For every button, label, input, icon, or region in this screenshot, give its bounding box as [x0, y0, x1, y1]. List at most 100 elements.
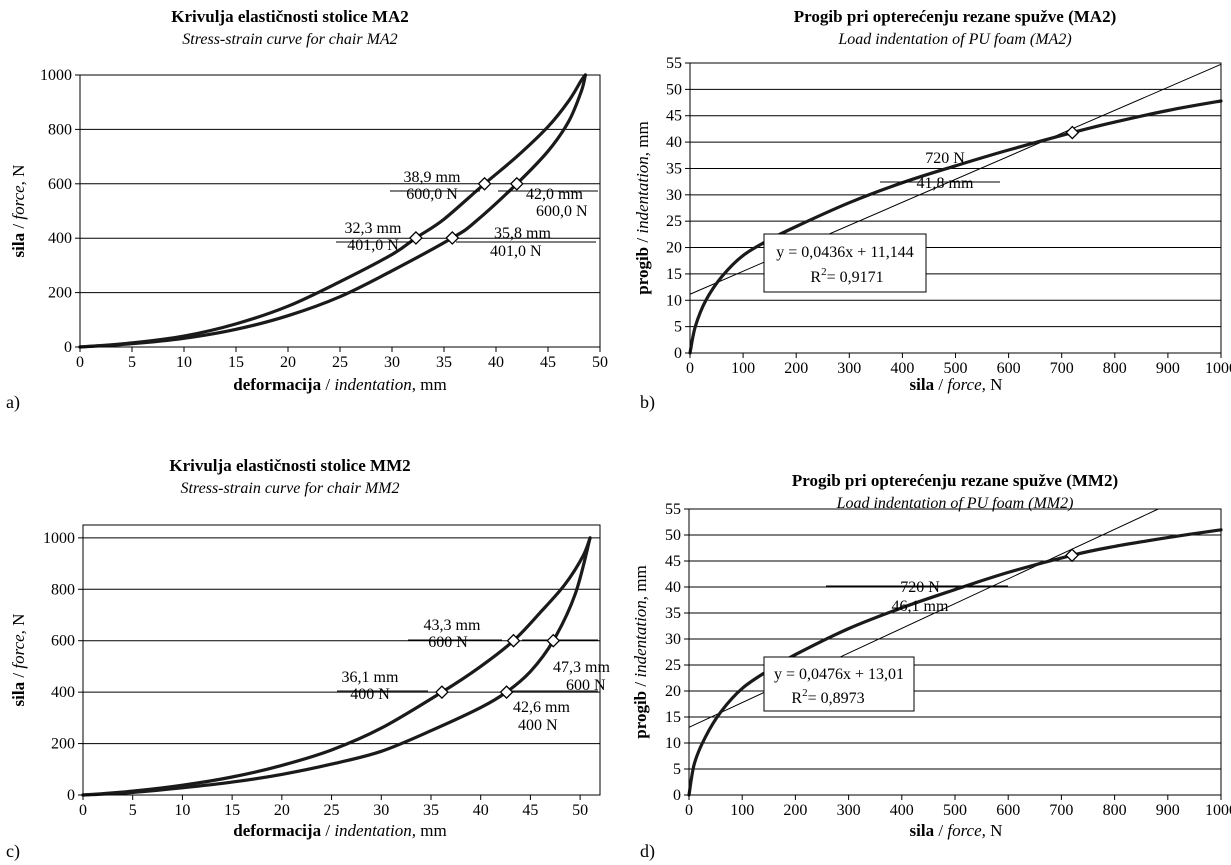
panel-c-plot-frame — [82, 524, 601, 796]
panel-c-y-ticks: 0 200 400 600 800 1000 — [43, 530, 83, 804]
panel-a-x-tick-label-2: 10 — [176, 354, 192, 371]
panel-b-ann-1-line2: 41,8 mm — [917, 175, 974, 192]
panel-c-ann-3-line2: 600 N — [566, 677, 606, 694]
panel-d-equation-box: y = 0,0476x + 13,01 R2= 0,8973 — [763, 656, 915, 712]
panel-d-plot-frame — [688, 508, 1222, 796]
panel-c-x-tick-label-8: 40 — [473, 802, 489, 819]
panel-a-ann-3-line2: 600,0 N — [536, 203, 588, 220]
panel-d-x-tick-label-9: 900 — [1156, 802, 1180, 819]
panel-b-x-tick-label-7: 700 — [1050, 360, 1074, 377]
panel-a-x-tick-label-8: 40 — [488, 354, 504, 371]
panel-d-x-tick-label-7: 700 — [1049, 802, 1073, 819]
panel-b-y-ticks: 0 5 10 15 20 25 30 35 40 45 50 55 — [666, 55, 690, 362]
panel-a-x-axis-label: deformacija / indentation, mm — [233, 375, 446, 394]
panel-c-ann-4-line2: 400 N — [518, 717, 558, 734]
panel-c-y-tick-label-4: 800 — [51, 581, 75, 598]
panel-d-y-tick-label-2: 10 — [665, 735, 681, 752]
panel-d-y-tick-label-9: 45 — [665, 553, 681, 570]
panel-c-x-tick-label-1: 5 — [129, 802, 137, 819]
panel-b-y-tick-label-5: 25 — [666, 213, 682, 230]
panel-a-y-tick-label-4: 800 — [48, 121, 72, 138]
panel-b-subtitle: Load indentation of PU foam (MA2) — [837, 31, 1071, 48]
panel-d-x-tick-label-3: 300 — [837, 802, 861, 819]
panel-d-x-tick-label-0: 0 — [685, 802, 693, 819]
panel-c-y-axis-label: sila / force, N — [9, 614, 28, 707]
panel-c-x-tick-label-2: 10 — [174, 802, 190, 819]
panel-c-ann-3-line1: 47,3 mm — [553, 659, 610, 676]
panel-d-annotations: 720 N 46,1 mm — [892, 579, 949, 615]
panel-b-title: Progib pri opterećenju rezane spužve (MA… — [794, 7, 1116, 26]
panel-b-x-tick-label-0: 0 — [686, 360, 694, 377]
panel-b-equation-r2: R2= 0,9171 — [810, 266, 883, 286]
panel-d-y-tick-label-3: 15 — [665, 709, 681, 726]
panel-b-y-tick-label-3: 15 — [666, 266, 682, 283]
panel-d-marker-1 — [1065, 548, 1079, 563]
panel-a-x-tick-label-1: 5 — [128, 354, 136, 371]
panel-a-x-tick-label-4: 20 — [280, 354, 296, 371]
panel-b-gridlines — [690, 62, 1221, 354]
panel-b-y-tick-label-6: 30 — [666, 187, 682, 204]
panel-c-label: c) — [6, 841, 20, 862]
panel-b-x-tick-label-8: 800 — [1103, 360, 1127, 377]
panel-b-markers — [1065, 125, 1080, 140]
panel-c-x-tick-label-0: 0 — [79, 802, 87, 819]
panel-d-x-tick-label-2: 200 — [783, 802, 807, 819]
panel-b-y-tick-label-11: 55 — [666, 55, 682, 72]
panel-d-y-tick-label-7: 35 — [665, 605, 681, 622]
panel-b-x-ticks: 0 100 200 300 400 500 600 700 800 900 1000 — [686, 353, 1231, 377]
panel-d-trendline-line — [688, 508, 1159, 728]
panel-b-x-tick-label-4: 400 — [890, 360, 914, 377]
panel-a-y-tick-label-1: 200 — [48, 285, 72, 302]
panel-a-marker-4 — [445, 231, 460, 245]
panel-c-y-tick-label-5: 1000 — [43, 530, 75, 547]
panel-d-label: d) — [640, 841, 655, 862]
panel-d-curves — [687, 528, 1223, 797]
panel-a-y-tick-label-0: 0 — [64, 339, 72, 356]
panel-a-series-2-line — [78, 73, 587, 349]
panel-b-x-tick-label-5: 500 — [944, 360, 968, 377]
panel-b-x-tick-label-10: 1000 — [1205, 360, 1231, 377]
panel-a-marker-2 — [409, 231, 423, 245]
panel-b-x-tick-label-9: 900 — [1156, 360, 1180, 377]
panel-c-marker-3 — [546, 633, 561, 648]
panel-c-ann-4-line1: 42,6 mm — [513, 699, 570, 716]
panel-a-y-ticks: 0 200 400 600 800 1000 — [40, 67, 80, 356]
panel-c-ann-1-line1: 43,3 mm — [424, 617, 481, 634]
panel-b-y-tick-label-0: 0 — [674, 345, 682, 362]
panel-c-x-tick-label-6: 30 — [373, 802, 389, 819]
panel-c-x-tick-label-7: 35 — [423, 802, 439, 819]
panel-d-subtitle: Load indentation of PU foam (MM2) — [836, 495, 1074, 512]
panel-a-subtitle: Stress-strain curve for chair MA2 — [182, 31, 397, 48]
panel-d-gridlines — [689, 508, 1221, 796]
panel-c-ann-1-line2: 600 N — [428, 634, 468, 651]
panel-c-x-axis-label: deformacija / indentation, mm — [233, 821, 446, 840]
panel-c-x-tick-label-10: 50 — [572, 802, 588, 819]
panel-d-x-tick-label-10: 1000 — [1205, 802, 1231, 819]
panel-a-x-tick-label-10: 50 — [592, 354, 608, 371]
panel-c-y-tick-label-0: 0 — [67, 787, 75, 804]
panel-d-y-tick-label-1: 5 — [673, 761, 681, 778]
panel-b-y-tick-label-8: 40 — [666, 134, 682, 151]
panel-b-y-tick-label-9: 45 — [666, 108, 682, 125]
panel-a-plot-frame — [79, 74, 601, 348]
panel-d-x-axis-label: sila / force, N — [910, 821, 1003, 840]
panel-a-ann-4-line2: 401,0 N — [490, 243, 542, 260]
panel-b: Progib pri opterećenju rezane spužve (MA… — [633, 7, 1231, 413]
panel-a-ann-2-line2: 401,0 N — [347, 237, 399, 254]
panel-d-y-ticks: 0 5 10 15 20 25 30 35 40 45 50 55 — [665, 501, 689, 804]
panel-b-equation-line1: y = 0,0436x + 11,144 — [776, 244, 913, 261]
panel-b-plot-frame — [689, 62, 1222, 354]
panel-b-equation-box: y = 0,0436x + 11,144 R2= 0,9171 — [763, 233, 927, 293]
panel-a-x-tick-label-7: 35 — [436, 354, 452, 371]
panel-a-ann-3-line1: 42,0 mm — [526, 186, 583, 203]
panel-c-x-tick-label-3: 15 — [224, 802, 240, 819]
panel-d-y-tick-label-4: 20 — [665, 683, 681, 700]
panel-d-x-ticks: 0 100 200 300 400 500 600 700 800 900 1000 — [685, 795, 1231, 819]
panel-a-title: Krivulja elastičnosti stolice MA2 — [171, 7, 409, 26]
panel-b-y-axis-label: progib / indentation, mm — [633, 121, 652, 295]
panel-d-y-tick-label-11: 55 — [665, 501, 681, 518]
panel-b-curves — [688, 99, 1223, 355]
panel-c: Krivulja elastičnosti stolice MM2 Stress… — [6, 456, 610, 862]
panel-d-y-axis-label: progib / indentation, mm — [631, 565, 650, 739]
